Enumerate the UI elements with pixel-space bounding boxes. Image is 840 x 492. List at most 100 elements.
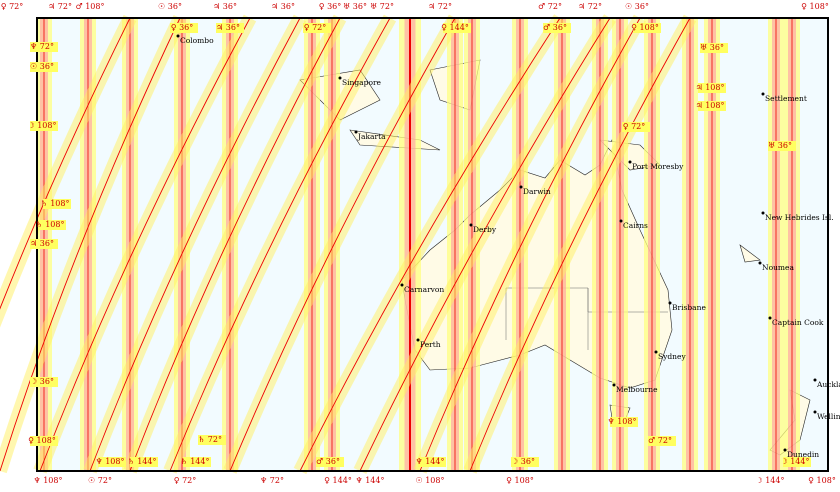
label-bg	[30, 121, 58, 131]
line-label: ☽ 144°	[781, 457, 810, 466]
city-dot	[354, 130, 358, 134]
line-label: ♀ 72°	[1, 2, 24, 11]
city-dot	[654, 350, 658, 354]
line-label: ♃ 72°	[428, 2, 452, 11]
line-label: ♂ 72°	[538, 2, 562, 11]
city-dot	[469, 223, 473, 227]
city-dot	[400, 283, 404, 287]
curve	[359, 17, 611, 472]
line-label: ♃ 36°	[271, 2, 295, 11]
label-bg	[98, 457, 126, 467]
city-dot	[761, 211, 765, 215]
line-label: ♂ 72°	[648, 436, 672, 445]
line-label: ♄ 144°	[181, 457, 210, 466]
city-label: Singapore	[342, 78, 382, 87]
city-label: Melbourne	[616, 385, 658, 394]
city-dot	[519, 185, 523, 189]
label-bg	[38, 220, 66, 230]
label-bg	[698, 83, 726, 93]
city-dot	[783, 448, 787, 452]
line-label: ♄ 144°	[128, 457, 157, 466]
line-label: ♀ 108°	[808, 476, 836, 485]
label-bg	[418, 457, 446, 467]
line-label: ☽ 108°	[28, 121, 57, 130]
city-label: Derby	[473, 225, 497, 234]
line-label: ♀ 72°	[623, 122, 646, 131]
label-bg	[170, 23, 198, 33]
city-dot	[628, 160, 632, 164]
line-label: ♆ 108°	[96, 457, 125, 466]
label-bg	[303, 23, 331, 33]
label-bg	[700, 43, 728, 53]
line-label: ♆ 72°	[30, 42, 54, 51]
city-dot	[768, 316, 772, 320]
label-bg	[768, 141, 796, 151]
line-label: ♃ 108°	[696, 101, 725, 110]
line-label: ♂ 36°	[316, 457, 340, 466]
label-bg	[30, 42, 58, 52]
city-dot	[668, 301, 672, 305]
line-label: ♀ 144°	[441, 23, 469, 32]
line-label: ♃ 72°	[578, 2, 602, 11]
label-bg	[783, 457, 811, 467]
curve	[39, 17, 251, 472]
curve	[0, 17, 131, 310]
city-label: Darwin	[523, 187, 551, 196]
label-bg	[633, 23, 661, 33]
label-bg	[543, 23, 571, 33]
city-dot	[761, 92, 765, 96]
line-label: ♀ 72°	[174, 476, 197, 485]
city-label: Captain Cook	[772, 318, 824, 327]
label-bg	[30, 436, 58, 446]
line-label: ♅ 36°	[768, 141, 792, 150]
line-label: ♃ 72°	[48, 2, 72, 11]
line-label: ♀ 108°	[506, 476, 534, 485]
city-label: Carnarvon	[404, 285, 444, 294]
label-bg	[30, 239, 58, 249]
curve	[299, 17, 561, 472]
label-bg	[216, 23, 244, 33]
city-label: Auckland	[816, 380, 840, 389]
label-bg	[622, 122, 650, 132]
line-label: ♃ 36°	[213, 2, 237, 11]
city-dot	[612, 383, 616, 387]
line-label: ♅ 36°	[343, 2, 367, 11]
curve	[0, 17, 181, 472]
line-label: ♀ 36°	[171, 23, 194, 32]
line-label: ♀ 108°	[28, 436, 56, 445]
city-dot	[813, 378, 817, 382]
city-label: Sydney	[658, 352, 686, 361]
city-dot	[176, 34, 180, 38]
line-label: ♀ 36°	[319, 2, 342, 11]
line-label: ♀ 108°	[801, 2, 829, 11]
city-label: Wellington	[817, 412, 840, 421]
line-label: ♄ 108°	[36, 220, 65, 229]
city-label: Noumea	[762, 263, 794, 272]
line-label: ♆ 72°	[260, 476, 284, 485]
line-label: ♀ 108°	[631, 23, 659, 32]
label-bg	[443, 23, 471, 33]
city-dot	[619, 219, 623, 223]
label-bg	[43, 199, 71, 209]
city-label: Port Moresby	[632, 162, 684, 171]
label-bg	[511, 457, 539, 467]
line-label: ♆ 144°	[416, 457, 445, 466]
line-label: ☉ 36°	[625, 2, 649, 11]
line-label: ☉ 36°	[158, 2, 182, 11]
curve	[419, 17, 641, 472]
line-label: ♀ 144°	[324, 476, 352, 485]
label-bg	[130, 457, 158, 467]
line-label: ♂ 36°	[543, 23, 567, 32]
city-dot	[758, 261, 762, 265]
line-label: ♅ 36°	[700, 43, 724, 52]
city-label: Colombo	[180, 36, 214, 45]
city-label: Cairns	[623, 221, 648, 230]
curve	[129, 17, 341, 472]
line-label: ☽ 144°	[756, 476, 785, 485]
line-label: ♃ 108°	[696, 83, 725, 92]
line-label: ♅ 72°	[370, 2, 394, 11]
label-bg	[198, 435, 226, 445]
line-label: ☉ 36°	[30, 62, 54, 71]
city-label: Settlement	[765, 94, 807, 103]
